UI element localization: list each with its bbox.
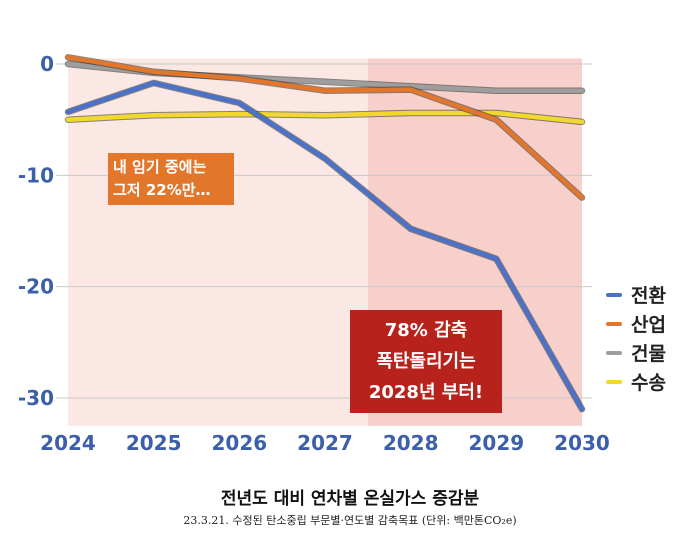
chart-legend: 전환 산업 건물 수송 xyxy=(606,280,666,396)
x-tick-label-6: 2030 xyxy=(554,431,610,455)
y-axis-ticks: 0 -10 -20 -30 xyxy=(18,52,54,410)
x-tick-label-2: 2026 xyxy=(211,431,267,455)
legend-label-building: 건물 xyxy=(631,343,666,365)
legend-label-conversion: 전환 xyxy=(631,285,666,307)
y-tick-label-0: 0 xyxy=(40,52,54,76)
caption-title: 전년도 대비 연차별 온실가스 증감분 xyxy=(220,489,480,509)
series-line-3 xyxy=(65,110,585,125)
x-tick-label-3: 2027 xyxy=(297,431,353,455)
annotation-term-line-2: 그저 22%만… xyxy=(113,181,211,199)
x-tick-label-4: 2028 xyxy=(383,431,439,455)
y-tick-label-3: -30 xyxy=(18,386,54,410)
legend-item-transport: 수송 xyxy=(606,367,666,396)
x-tick-label-5: 2029 xyxy=(468,431,524,455)
annotation-2028-line-2: 폭탄돌리기는 xyxy=(376,351,476,372)
annotation-2028-note: 78% 감축 폭탄돌리기는 2028년 부터! xyxy=(350,310,502,413)
legend-item-industry: 산업 xyxy=(606,309,666,338)
legend-swatch-transport xyxy=(606,379,622,384)
legend-swatch-industry xyxy=(606,321,622,326)
y-tick-label-1: -10 xyxy=(18,163,54,187)
x-tick-label-0: 2024 xyxy=(40,431,96,455)
series-lines xyxy=(64,54,586,413)
legend-label-transport: 수송 xyxy=(631,372,666,394)
x-tick-label-1: 2025 xyxy=(126,431,182,455)
gridlines xyxy=(56,63,592,399)
legend-swatch-building xyxy=(606,350,622,355)
legend-label-industry: 산업 xyxy=(631,314,666,336)
line-chart: 0 -10 -20 -30 2024 2025 2026 2027 2028 2029 2030 xyxy=(18,52,610,455)
annotation-2028-line-3: 2028년 부터! xyxy=(368,382,484,403)
legend-swatch-conversion xyxy=(606,292,622,297)
annotation-term-line-1: 내 임기 중에는 xyxy=(113,158,207,176)
y-tick-label-2: -20 xyxy=(18,275,54,299)
annotation-term-note: 내 임기 중에는 그저 22%만… xyxy=(108,153,234,205)
x-axis-ticks: 2024 2025 2026 2027 2028 2029 2030 xyxy=(40,431,610,455)
series-line-1 xyxy=(65,55,585,200)
legend-item-building: 건물 xyxy=(606,338,666,367)
annotation-2028-line-1: 78% 감축 xyxy=(384,320,468,341)
series-line-0 xyxy=(65,80,585,412)
legend-item-conversion: 전환 xyxy=(606,280,666,309)
caption-subtitle: 23.3.21. 수정된 탄소중립 부문별·연도별 감축목표 (단위: 백만톤C… xyxy=(183,514,517,527)
